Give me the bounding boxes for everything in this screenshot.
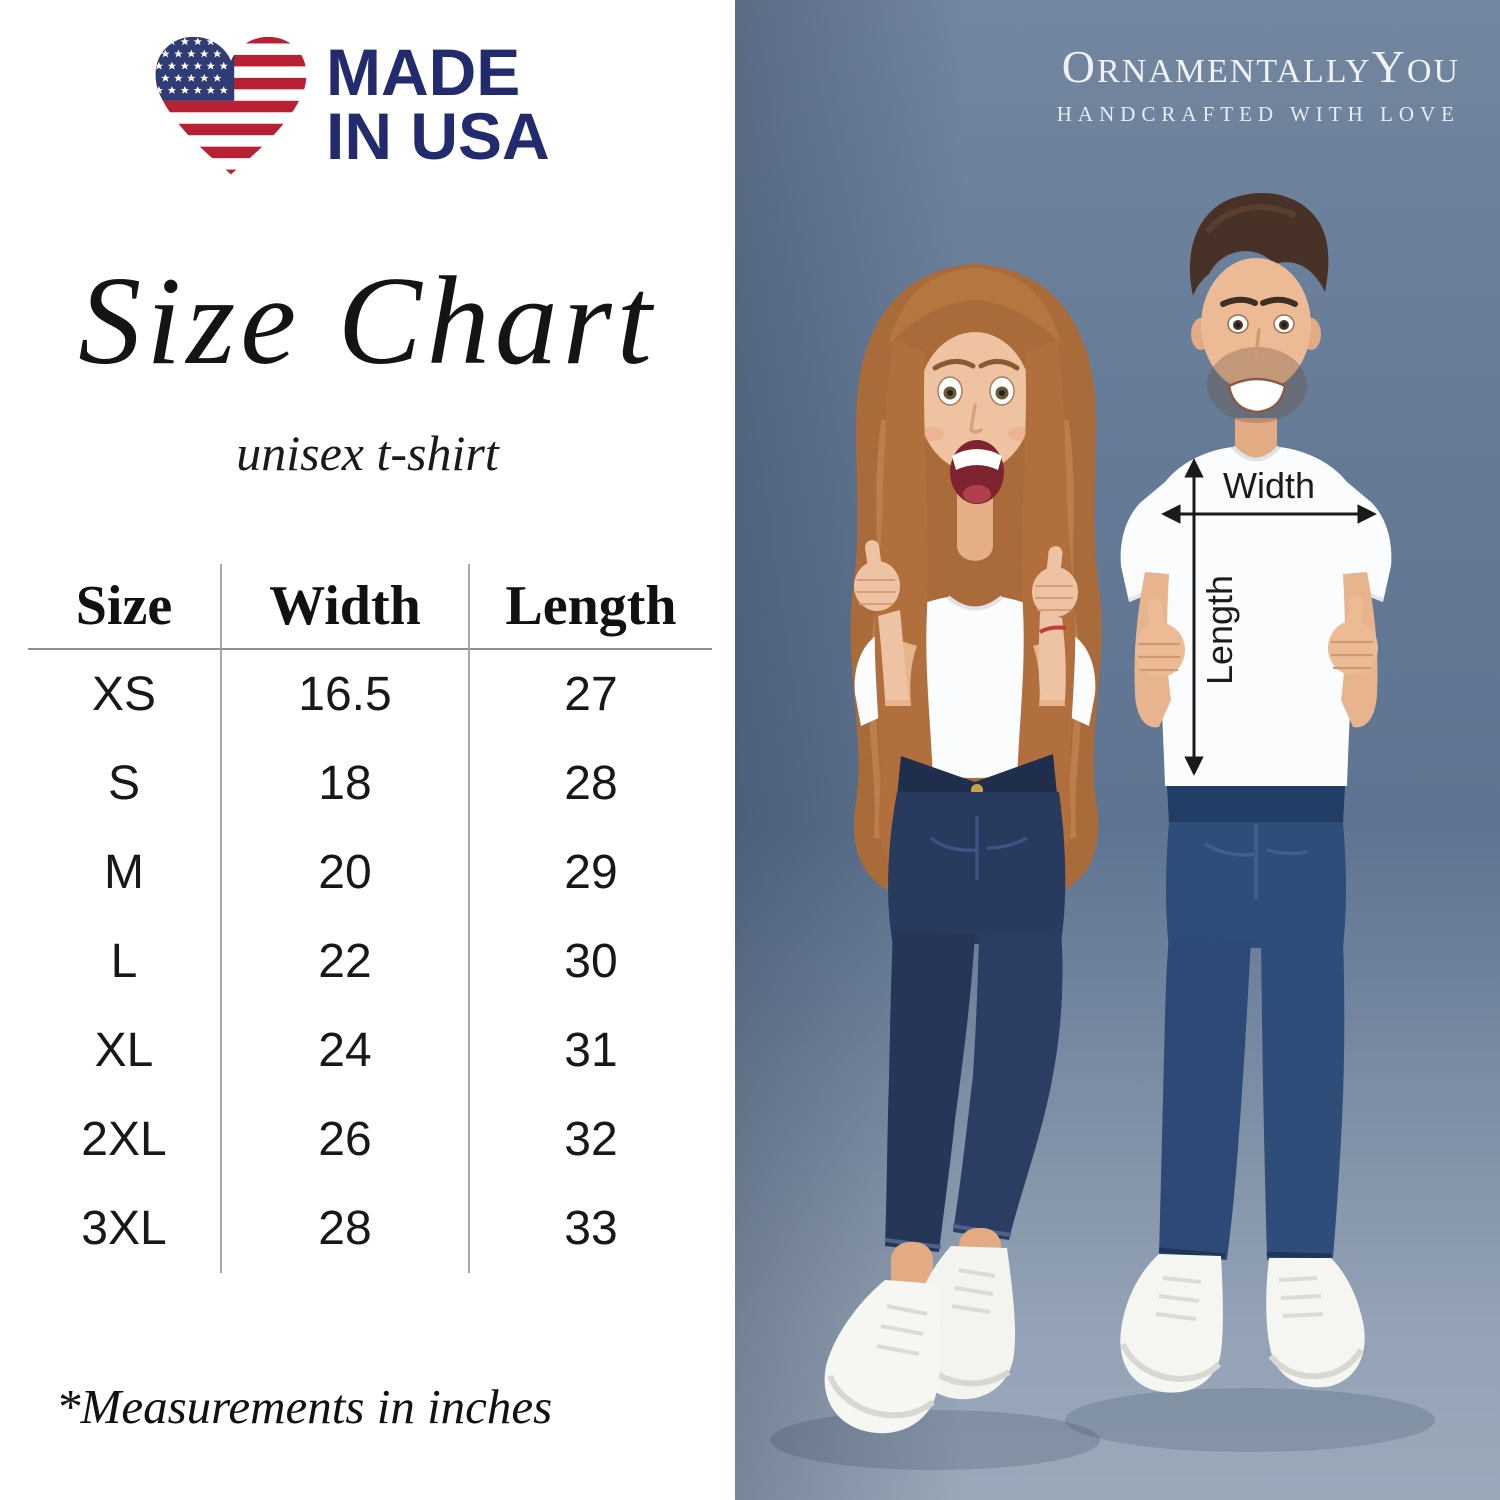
page-title: Size Chart (78, 252, 657, 391)
brand-name-segment: OU (1406, 53, 1460, 90)
width-cell: 18 (220, 739, 470, 828)
size-cell: 2XL (81, 1113, 167, 1166)
size-cell: S (107, 757, 140, 810)
length-cell: 28 (564, 757, 618, 810)
width-label: Width (1223, 465, 1315, 506)
woman-thumbs-up-right (1032, 546, 1078, 706)
couple-photo-illustration: Width Length (735, 0, 1500, 1500)
woman-figure (824, 264, 1102, 1434)
size-table: Size Width Length XS 16.5 27 S 18 28 M 20 29 L 22 3… (28, 564, 712, 1273)
man-sneakers (1120, 1254, 1365, 1393)
length-cell: 32 (564, 1113, 618, 1166)
size-cell: 3XL (81, 1202, 167, 1255)
logo-line-1: MADE (326, 35, 521, 109)
width-cell: 24 (220, 1006, 470, 1095)
woman-thumbs-up-left (854, 540, 917, 706)
brand-name: ORNAMENTALLYYOU (895, 40, 1460, 93)
size-cell: XS (91, 668, 157, 721)
brand-name-segment: Y (1371, 41, 1407, 92)
man-thumbs-up-right (1328, 572, 1378, 728)
length-cell: 29 (564, 846, 618, 899)
man-thumbs-up-left (1134, 572, 1185, 728)
length-cell: 27 (564, 668, 618, 721)
logo-line-2: IN USA (326, 99, 550, 173)
width-cell: 22 (220, 917, 470, 1006)
brand-name-segment: O (1061, 41, 1098, 92)
length-cell: 31 (564, 1024, 618, 1077)
width-cell: 26 (220, 1095, 470, 1184)
brand-name-segment: RNAMENTALLY (1097, 53, 1372, 90)
brand-block: ORNAMENTALLYYOU HANDCRAFTED WITH LOVE (895, 40, 1460, 127)
size-cell: L (110, 935, 138, 988)
size-cell: XL (94, 1024, 154, 1077)
made-in-usa-logo: MADE IN USA (150, 32, 550, 181)
column-header-length: Length (470, 564, 712, 650)
column-header-size: Size (28, 564, 220, 650)
man-figure: Width Length (1120, 192, 1392, 1393)
length-cell: 30 (564, 935, 618, 988)
width-cell: 28 (220, 1184, 470, 1273)
column-header-width: Width (220, 564, 470, 650)
page-subtitle: unisex t-shirt (236, 425, 499, 481)
info-panel: MADE IN USA Size Chart unisex t-shirt Si… (0, 0, 735, 1500)
brand-tagline: HANDCRAFTED WITH LOVE (1056, 102, 1460, 126)
width-cell: 20 (220, 828, 470, 917)
made-in-usa-text: MADE IN USA (326, 35, 550, 173)
woman-sneakers (824, 1246, 1016, 1434)
usa-flag-heart-icon (155, 36, 307, 175)
length-cell: 33 (564, 1202, 618, 1255)
measurements-note: *Measurements in inches (56, 1379, 553, 1434)
size-cell: M (104, 846, 144, 899)
length-label: Length (1199, 575, 1240, 685)
product-photo: Width Length (735, 0, 1500, 1500)
width-cell: 16.5 (220, 650, 470, 739)
